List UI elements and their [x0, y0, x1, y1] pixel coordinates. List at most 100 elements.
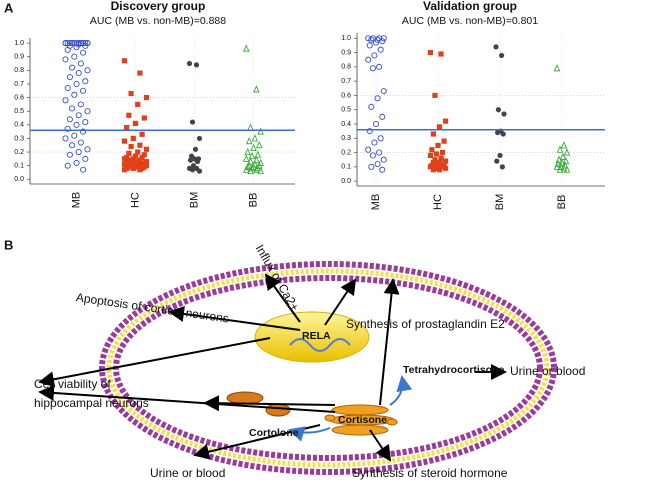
point: [495, 129, 501, 136]
y-tick-label: 0.5: [14, 108, 24, 115]
point: [80, 49, 87, 56]
point: [443, 158, 449, 164]
point: [66, 151, 73, 158]
point: [71, 53, 78, 60]
blue-arrows: [288, 375, 413, 442]
point: [141, 115, 147, 121]
point: [248, 151, 256, 160]
point: [62, 56, 69, 63]
point: [82, 42, 89, 49]
point: [75, 112, 82, 119]
point: [379, 113, 386, 120]
point: [499, 52, 505, 59]
chart-subtitle: AUC (MB vs. non-MB)=0.888: [90, 15, 226, 27]
point: [143, 146, 150, 152]
x-tick-label: BB: [556, 195, 568, 210]
point: [189, 167, 196, 173]
point: [130, 135, 136, 142]
point: [126, 150, 132, 156]
point: [71, 132, 78, 139]
point: [69, 64, 76, 71]
point: [82, 119, 89, 126]
x-tick-label: BB: [247, 193, 259, 208]
panel-label: A: [4, 0, 14, 15]
urine-label: Urine or blood: [510, 364, 585, 378]
point: [196, 168, 203, 174]
point: [62, 97, 69, 104]
point: [126, 112, 132, 118]
x-tick-label: MB: [70, 192, 82, 209]
y-tick-label: 0.8: [341, 64, 351, 71]
point: [430, 167, 437, 173]
point: [243, 165, 250, 173]
point: [80, 166, 87, 173]
point: [438, 164, 444, 170]
point: [244, 147, 252, 156]
point: [64, 162, 71, 169]
steroid-label: Synthesis of steroid hormone: [352, 466, 508, 480]
point: [376, 63, 383, 70]
point: [243, 44, 250, 52]
point: [495, 107, 501, 113]
point: [438, 155, 444, 161]
point: [66, 40, 73, 47]
y-tick-label: 0.0: [14, 176, 24, 183]
y-tick-label: 0.2: [14, 149, 24, 156]
point: [560, 164, 568, 172]
point: [80, 128, 87, 135]
cortolone-label: Cortolone: [249, 427, 299, 439]
point: [257, 127, 264, 135]
y-tick-label: 0.1: [341, 164, 351, 171]
point: [371, 139, 378, 146]
point: [251, 134, 259, 142]
point: [77, 101, 84, 108]
y-tick-label: 0.9: [341, 49, 351, 56]
point: [250, 162, 257, 171]
y-tick-label: 0.4: [341, 121, 351, 128]
apoptosis-label: Apoptosis of cortical neurons: [75, 290, 230, 325]
point: [62, 40, 69, 47]
point: [135, 101, 141, 107]
y-tick-label: 0.8: [14, 67, 24, 74]
point: [253, 85, 260, 93]
y-tick-label: 0.2: [341, 149, 351, 156]
point: [439, 149, 446, 156]
point: [379, 38, 386, 45]
point: [245, 161, 253, 169]
point: [189, 119, 196, 125]
point: [139, 131, 145, 137]
point: [187, 157, 194, 163]
point: [365, 146, 372, 153]
point: [365, 35, 372, 42]
point: [139, 154, 145, 161]
point: [494, 158, 500, 164]
point: [438, 51, 444, 57]
viability-label: hippocampal neurons: [34, 396, 149, 410]
y-tick-label: 0.1: [14, 163, 24, 170]
point: [121, 58, 128, 64]
urine-label: Urine or blood: [150, 466, 225, 480]
point: [69, 105, 76, 112]
panel-label: B: [4, 237, 13, 252]
point: [368, 163, 375, 170]
y-tick-label: 0.5: [341, 107, 351, 114]
point: [82, 40, 89, 47]
point: [553, 64, 561, 72]
golgi: [324, 404, 398, 436]
point: [372, 120, 380, 128]
point: [73, 121, 80, 128]
point: [82, 155, 89, 162]
point: [377, 135, 384, 142]
point: [247, 123, 254, 131]
point: [376, 149, 383, 156]
point: [441, 138, 447, 144]
point: [562, 156, 570, 165]
x-tick-label: BM: [494, 194, 506, 211]
point: [192, 146, 199, 152]
point: [66, 116, 73, 123]
point: [121, 156, 128, 162]
y-tick-label: 0.3: [341, 135, 351, 142]
point: [69, 142, 76, 149]
chart-title: Discovery group: [111, 0, 206, 13]
y-tick-label: 0.4: [14, 122, 24, 129]
